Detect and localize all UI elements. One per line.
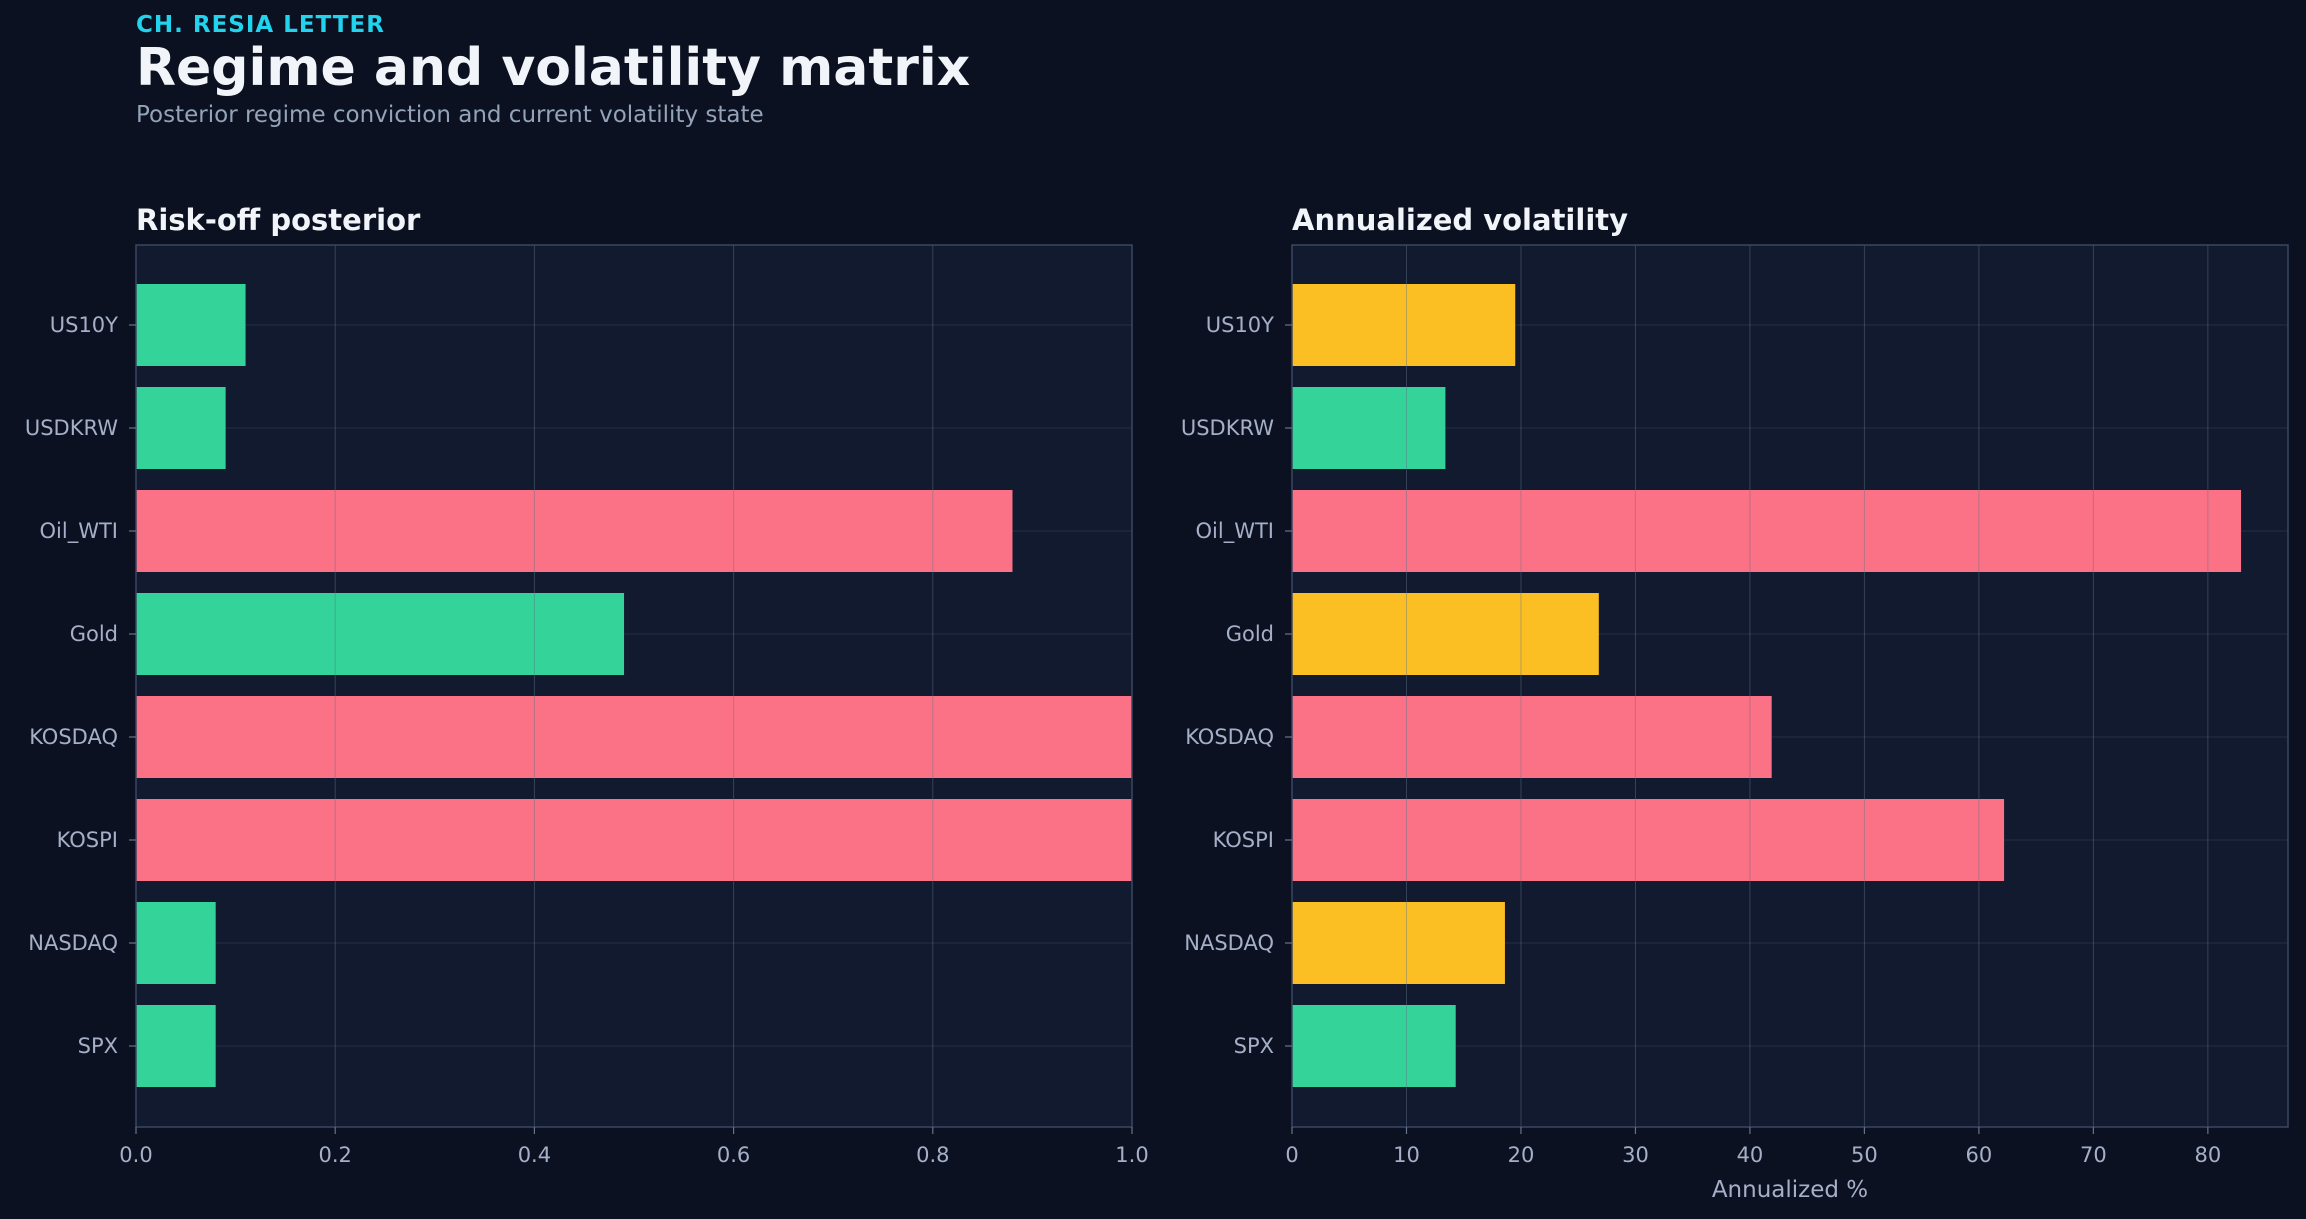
posterior-xtick-label: 0.8 [916, 1143, 949, 1167]
posterior-ytick-label: NASDAQ [28, 931, 118, 955]
volatility-bar-nasdaq [1292, 902, 1505, 984]
volatility-xtick-label: 0 [1285, 1143, 1298, 1167]
posterior-xtick-label: 0.0 [119, 1143, 152, 1167]
page-subtitle: Posterior regime conviction and current … [136, 102, 764, 128]
posterior-plot-area [136, 245, 1132, 1127]
posterior-ytick-label: KOSDAQ [29, 725, 118, 749]
posterior-ytick-label: Oil_WTI [40, 519, 118, 544]
volatility-ytick-label: KOSDAQ [1185, 725, 1274, 749]
posterior-plot-frame [135, 244, 1133, 1128]
volatility-plot-area [1292, 245, 2288, 1127]
volatility-xtick-label: 20 [1508, 1143, 1535, 1167]
posterior-bar-usdkrw [136, 387, 226, 469]
volatility-ytick-label: USDKRW [1181, 416, 1274, 440]
volatility-bar-usdkrw [1292, 387, 1446, 469]
volatility-xtick-label: 10 [1393, 1143, 1420, 1167]
volatility-xtick-label: 80 [2194, 1143, 2221, 1167]
volatility-xtick-label: 50 [1851, 1143, 1878, 1167]
volatility-ytick-label: US10Y [1206, 313, 1274, 337]
volatility-ytick-label: SPX [1234, 1034, 1274, 1058]
volatility-x-axis-label: Annualized % [1712, 1177, 1868, 1203]
volatility-xtick-label: 40 [1737, 1143, 1764, 1167]
brand-label: CH. RESIA LETTER [136, 12, 385, 38]
posterior-bar-kosdaq [136, 696, 1132, 778]
volatility-bar-kospi [1292, 799, 2005, 881]
volatility-xtick-label: 60 [1966, 1143, 1993, 1167]
posterior-bar-us10y [136, 284, 246, 366]
volatility-chart-title: Annualized volatility [1292, 203, 1628, 237]
posterior-bar-nasdaq [136, 902, 216, 984]
volatility-bar-oil-wti [1292, 490, 2242, 572]
volatility-ytick-label: KOSPI [1213, 828, 1274, 852]
volatility-bar-gold [1292, 593, 1599, 675]
posterior-bar-gold [136, 593, 625, 675]
posterior-xtick-label: 0.2 [318, 1143, 351, 1167]
page-title: Regime and volatility matrix [136, 38, 971, 98]
volatility-bar-kosdaq [1292, 696, 1772, 778]
volatility-ytick-label: Gold [1226, 622, 1274, 646]
posterior-ytick-label: SPX [78, 1034, 118, 1058]
posterior-bar-oil-wti [136, 490, 1013, 572]
volatility-xtick-label: 30 [1622, 1143, 1649, 1167]
posterior-ytick-label: USDKRW [25, 416, 118, 440]
posterior-chart-title: Risk-off posterior [136, 203, 421, 237]
posterior-xtick-label: 1.0 [1115, 1143, 1148, 1167]
posterior-bar-spx [136, 1005, 216, 1087]
volatility-bar-us10y [1292, 284, 1516, 366]
posterior-ytick-label: US10Y [50, 313, 118, 337]
volatility-xtick-label: 70 [2080, 1143, 2107, 1167]
posterior-ytick-label: KOSPI [57, 828, 118, 852]
volatility-bar-spx [1292, 1005, 1456, 1087]
posterior-bar-kospi [136, 799, 1132, 881]
posterior-xtick-label: 0.4 [518, 1143, 551, 1167]
volatility-plot-frame [1291, 244, 2289, 1128]
volatility-ytick-label: NASDAQ [1184, 931, 1274, 955]
volatility-ytick-label: Oil_WTI [1196, 519, 1274, 544]
posterior-ytick-label: Gold [70, 622, 118, 646]
posterior-xtick-label: 0.6 [717, 1143, 750, 1167]
